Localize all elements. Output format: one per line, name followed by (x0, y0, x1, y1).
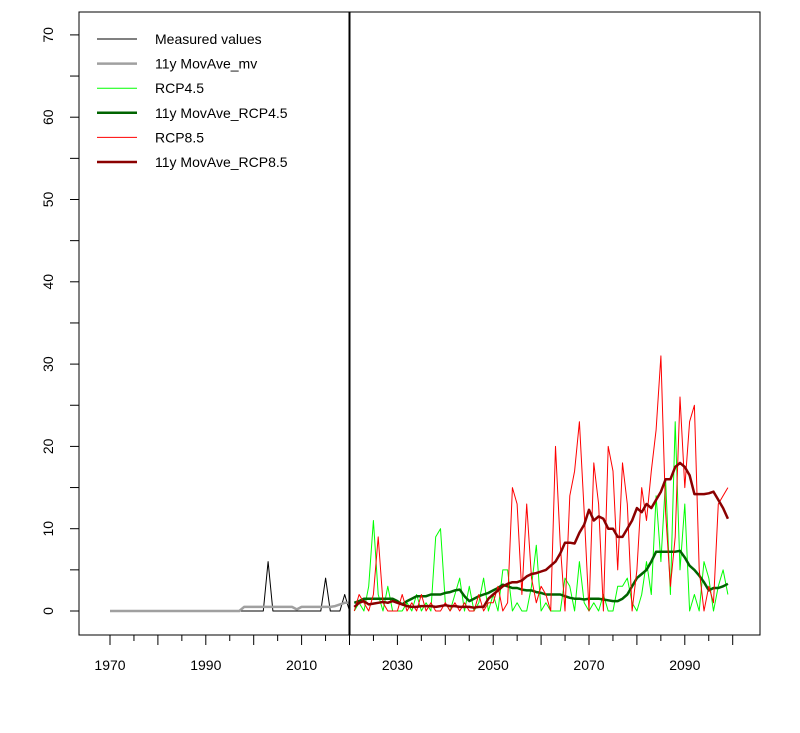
series-line-5 (353, 461, 730, 609)
series-line-4 (353, 355, 729, 612)
x-tick-label: 2090 (669, 657, 700, 673)
legend-label-4: RCP8.5 (155, 129, 204, 145)
x-axis: 1970 1990 2010 2030 2050 2070 2090 (94, 635, 734, 673)
plot-frame (78, 11, 761, 636)
series-line-3 (353, 549, 729, 606)
x-tick-label: 2010 (286, 657, 317, 673)
x-tick-label: 2070 (573, 657, 604, 673)
y-axis: 0 10 20 30 40 50 60 70 (40, 27, 79, 615)
legend-label-0: Measured values (155, 31, 262, 47)
x-tick-label: 2050 (478, 657, 509, 673)
y-tick-label: 70 (40, 27, 56, 43)
series-line-0 (110, 561, 350, 612)
series-line-2 (353, 421, 729, 612)
legend-label-2: RCP4.5 (155, 80, 204, 96)
legend: Measured values 11y MovAve_mv RCP4.5 11y Mo… (97, 31, 288, 170)
y-tick-label: 50 (40, 192, 56, 208)
y-tick-label: 20 (40, 438, 56, 454)
y-tick-label: 0 (40, 607, 56, 615)
y-tick-label: 60 (40, 109, 56, 125)
y-tick-label: 10 (40, 521, 56, 537)
legend-label-3: 11y MovAve_RCP4.5 (155, 105, 288, 121)
y-tick-label: 30 (40, 356, 56, 372)
legend-label-5: 11y MovAve_RCP8.5 (155, 154, 288, 170)
legend-label-1: 11y MovAve_mv (155, 56, 257, 72)
series-line-1 (110, 601, 350, 613)
y-tick-label: 40 (40, 274, 56, 290)
x-tick-label: 1970 (94, 657, 125, 673)
x-tick-label: 1990 (190, 657, 221, 673)
series-layer (110, 355, 730, 613)
x-tick-label: 2030 (382, 657, 413, 673)
